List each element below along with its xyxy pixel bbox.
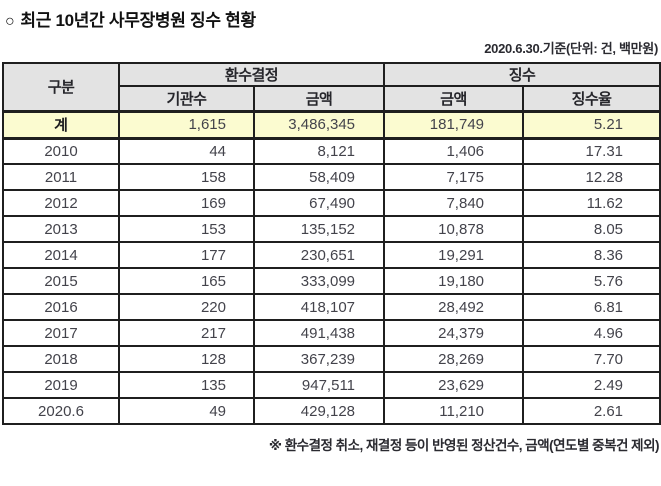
recovery-amount-cell: 947,511 — [252, 371, 386, 399]
header-collection-rate: 징수율 — [522, 85, 661, 112]
org-count-cell: 177 — [118, 241, 255, 269]
recovery-amount-cell: 491,438 — [252, 319, 386, 347]
collection-rate-cell: 8.05 — [522, 215, 661, 243]
year-cell: 2010 — [2, 137, 120, 165]
collection-amount-cell: 23,629 — [383, 371, 525, 399]
collection-rate-cell: 2.49 — [522, 371, 661, 399]
collection-amount-cell: 7,175 — [383, 163, 525, 191]
collection-amount-cell: 28,269 — [383, 345, 525, 373]
recovery-amount-cell: 67,490 — [252, 189, 386, 217]
table-row: 2010 44 8,121 1,406 17.31 — [2, 137, 661, 165]
table-row: 2020.6 49 429,128 11,210 2.61 — [2, 397, 661, 425]
org-count-cell: 135 — [118, 371, 255, 399]
year-cell: 2013 — [2, 215, 120, 243]
header-org-count: 기관수 — [118, 85, 255, 112]
collection-amount-cell: 1,406 — [383, 137, 525, 165]
table-row: 2014 177 230,651 19,291 8.36 — [2, 241, 661, 269]
page-title-text: 최근 10년간 사무장병원 징수 현황 — [20, 11, 256, 30]
total-org-count-cell: 1,615 — [118, 110, 255, 140]
footnote: ※ 환수결정 취소, 재결정 등이 반영된 정산건수, 금액(연도별 중복건 제… — [268, 438, 660, 453]
year-cell: 2017 — [2, 319, 120, 347]
collection-amount-cell: 19,180 — [383, 267, 525, 295]
table-body: 계 1,615 3,486,345 181,749 5.21 2010 44 8… — [2, 110, 661, 425]
org-count-cell: 49 — [118, 397, 255, 425]
table-row: 2017 217 491,438 24,379 4.96 — [2, 319, 661, 347]
collection-amount-cell: 10,878 — [383, 215, 525, 243]
collection-rate-cell: 12.28 — [522, 163, 661, 191]
page-title: ○ 최근 10년간 사무장병원 징수 현황 — [5, 6, 661, 31]
header-category: 구분 — [2, 62, 120, 112]
year-cell: 2018 — [2, 345, 120, 373]
collection-rate-cell: 2.61 — [522, 397, 661, 425]
table-row: 2015 165 333,099 19,180 5.76 — [2, 267, 661, 295]
org-count-cell: 165 — [118, 267, 255, 295]
recovery-amount-cell: 333,099 — [252, 267, 386, 295]
collection-rate-cell: 6.81 — [522, 293, 661, 321]
year-cell: 2011 — [2, 163, 120, 191]
recovery-amount-cell: 8,121 — [252, 137, 386, 165]
table-row: 2018 128 367,239 28,269 7.70 — [2, 345, 661, 373]
collection-rate-cell: 11.62 — [522, 189, 661, 217]
collection-rate-cell: 5.76 — [522, 267, 661, 295]
collection-amount-cell: 24,379 — [383, 319, 525, 347]
table-row: 2011 158 58,409 7,175 12.28 — [2, 163, 661, 191]
header-collection-amount: 금액 — [383, 85, 525, 112]
collection-rate-cell: 7.70 — [522, 345, 661, 373]
date-unit-caption: 2020.6.30.기준(단위: 건, 백만원) — [484, 41, 658, 56]
collection-rate-cell: 17.31 — [522, 137, 661, 165]
header-collection-group: 징수 — [383, 62, 661, 87]
total-recovery-amount-cell: 3,486,345 — [252, 110, 386, 140]
collection-rate-cell: 8.36 — [522, 241, 661, 269]
org-count-cell: 153 — [118, 215, 255, 243]
recovery-amount-cell: 58,409 — [252, 163, 386, 191]
year-cell: 2019 — [2, 371, 120, 399]
recovery-amount-cell: 429,128 — [252, 397, 386, 425]
collection-rate-cell: 4.96 — [522, 319, 661, 347]
table-header-row-groups: 구분 환수결정 징수 — [2, 62, 661, 112]
recovery-amount-cell: 135,152 — [252, 215, 386, 243]
circle-bullet-icon: ○ — [5, 13, 15, 30]
total-collection-rate-cell: 5.21 — [522, 110, 661, 140]
header-recovery-amount: 금액 — [252, 85, 386, 112]
year-cell: 2015 — [2, 267, 120, 295]
recovery-amount-cell: 367,239 — [252, 345, 386, 373]
collection-amount-cell: 11,210 — [383, 397, 525, 425]
year-cell: 2016 — [2, 293, 120, 321]
total-collection-amount-cell: 181,749 — [383, 110, 525, 140]
org-count-cell: 44 — [118, 137, 255, 165]
table-row: 2012 169 67,490 7,840 11.62 — [2, 189, 661, 217]
year-cell: 2020.6 — [2, 397, 120, 425]
total-label-cell: 계 — [2, 110, 120, 140]
org-count-cell: 169 — [118, 189, 255, 217]
recovery-amount-cell: 230,651 — [252, 241, 386, 269]
collection-amount-cell: 19,291 — [383, 241, 525, 269]
recovery-amount-cell: 418,107 — [252, 293, 386, 321]
org-count-cell: 220 — [118, 293, 255, 321]
table-row: 2013 153 135,152 10,878 8.05 — [2, 215, 661, 243]
collection-amount-cell: 7,840 — [383, 189, 525, 217]
year-cell: 2012 — [2, 189, 120, 217]
org-count-cell: 158 — [118, 163, 255, 191]
table-row: 2019 135 947,511 23,629 2.49 — [2, 371, 661, 399]
table-header-row-subs: 기관수 금액 금액 징수율 — [3, 85, 661, 112]
header-recovery-decision-group: 환수결정 — [117, 62, 386, 87]
year-cell: 2014 — [2, 241, 120, 269]
collection-status-table: 구분 환수결정 징수 기관수 금액 금액 징수율 계 1,615 3,486,3… — [2, 62, 661, 425]
table-row: 2016 220 418,107 28,492 6.81 — [2, 293, 661, 321]
table-header: 구분 환수결정 징수 기관수 금액 금액 징수율 — [2, 62, 661, 112]
total-row: 계 1,615 3,486,345 181,749 5.21 — [2, 110, 661, 140]
org-count-cell: 217 — [118, 319, 255, 347]
collection-amount-cell: 28,492 — [383, 293, 525, 321]
org-count-cell: 128 — [118, 345, 255, 373]
